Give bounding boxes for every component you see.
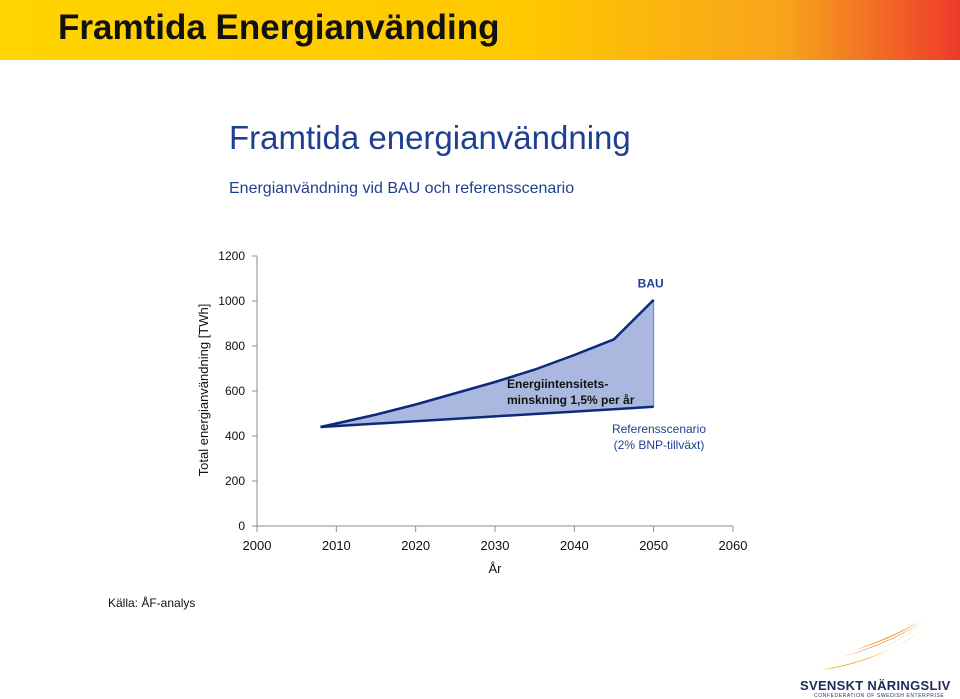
reference-label-line1: Referensscenario [612,422,706,436]
slide-title: Framtida Energianvänding [58,8,500,47]
y-tick-label: 1000 [218,294,245,308]
reference-label-line2: (2% BNP-tillväxt) [614,438,705,452]
header-bar [0,0,960,60]
x-tick-label: 2000 [243,538,272,553]
chart-subtitle: Energianvändning vid BAU och referenssce… [229,180,575,197]
logo-name: SVENSKT NÄRINGSLIV [800,678,951,693]
chart-title: Framtida energianvändning [229,119,631,156]
logo-tagline: CONFEDERATION OF SWEDISH ENTERPRISE [814,693,945,699]
y-axis-label: Total energianvändning [TWh] [196,304,211,477]
svenskt-naringsliv-logo: SVENSKT NÄRINGSLIV CONFEDERATION OF SWED… [800,620,951,699]
y-tick-label: 800 [225,339,245,353]
x-tick-label: 2060 [719,538,748,553]
flame-logo-icon [820,620,925,670]
series-line-reference [320,405,654,429]
gap-area [320,299,654,427]
y-tick-label: 400 [225,429,245,443]
intensity-label-line2: minskning 1,5% per år [507,393,635,407]
bau-label: BAU [638,277,664,291]
x-tick-label: 2010 [322,538,351,553]
x-axis-label: År [489,561,503,576]
y-tick-label: 200 [225,474,245,488]
intensity-label-line1: Energiintensitets- [507,377,608,391]
x-tick-label: 2040 [560,538,589,553]
source-note: Källa: ÅF-analys [108,596,196,610]
series-line-bau [320,298,655,429]
y-tick-label: 1200 [218,249,245,263]
x-tick-label: 2020 [401,538,430,553]
y-tick-label: 0 [238,519,245,533]
y-tick-label: 600 [225,384,245,398]
x-tick-label: 2030 [481,538,510,553]
x-tick-label: 2050 [639,538,668,553]
